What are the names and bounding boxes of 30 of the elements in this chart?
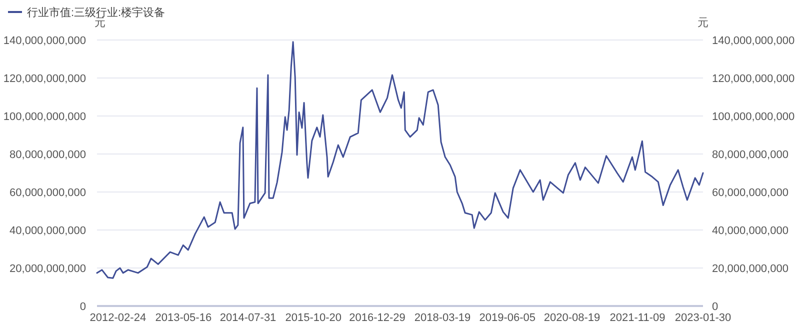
y-tick-label: 140,000,000,000 [3, 34, 86, 47]
y-tick-label: 0 [80, 300, 86, 313]
y2-tick-label: 120,000,000,000 [712, 72, 795, 85]
line-series [96, 41, 704, 279]
y2-tick-label: 20,000,000,000 [712, 262, 788, 275]
y2-tick-label: 40,000,000,000 [712, 224, 788, 237]
y-axis-title: 元 [94, 17, 106, 29]
x-tick-label: 2023-01-30 [674, 312, 732, 324]
x-tick-label: 2012-02-24 [90, 312, 146, 324]
y-tick-label: 100,000,000,000 [3, 110, 86, 123]
y2-axis-title: 元 [698, 17, 708, 29]
y-tick-label: 80,000,000,000 [10, 148, 86, 161]
y2-tick-label: 60,000,000,000 [712, 186, 788, 199]
x-tick-label: 2019-06-05 [479, 312, 536, 324]
x-tick-label: 2018-03-19 [414, 312, 471, 324]
x-tick-label: 2016-12-29 [349, 312, 406, 324]
y-tick-label: 20,000,000,000 [10, 262, 86, 275]
x-tick-label: 2020-08-19 [544, 312, 600, 324]
y2-tick-label: 80,000,000,000 [712, 148, 788, 161]
y2-tick-label: 100,000,000,000 [712, 110, 795, 123]
x-tick-label: 2021-11-09 [610, 312, 666, 324]
legend-label: 行业市值:三级行业:楼宇设备 [27, 6, 166, 19]
y-tick-label: 40,000,000,000 [10, 224, 86, 237]
x-tick-label: 2015-10-20 [285, 312, 342, 324]
y2-tick-label: 140,000,000,000 [712, 34, 795, 47]
x-tick-label: 2014-07-31 [220, 312, 276, 324]
y-tick-label: 120,000,000,000 [3, 72, 86, 85]
y-tick-label: 60,000,000,000 [10, 186, 86, 199]
x-tick-label: 2013-05-16 [155, 312, 212, 324]
y2-tick-label: 0 [712, 300, 718, 313]
